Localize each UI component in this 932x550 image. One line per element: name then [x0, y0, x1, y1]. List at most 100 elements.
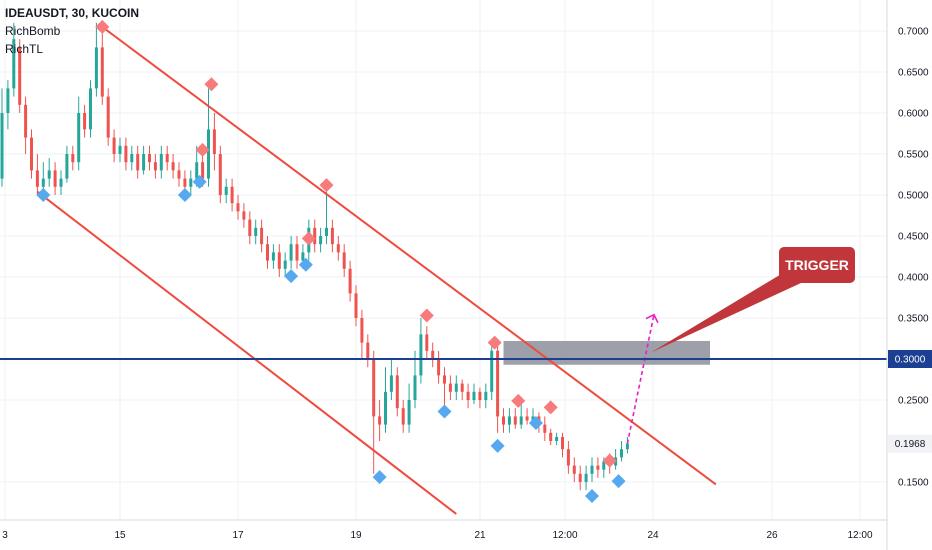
- candle-body: [466, 391, 470, 400]
- candle-body: [35, 170, 39, 187]
- candle-body: [142, 154, 146, 171]
- candle-body: [236, 203, 240, 212]
- time-axis[interactable]: 3 15 17 19 21 12:00 24 26 12:00: [0, 519, 887, 541]
- candle-body: [59, 178, 63, 187]
- support-marker: [528, 415, 543, 430]
- candle-body: [525, 416, 529, 421]
- support-marker: [192, 174, 207, 189]
- candle-body: [460, 383, 464, 392]
- candle-body: [543, 424, 547, 433]
- candle-body: [207, 129, 210, 179]
- candle-body: [313, 227, 317, 245]
- resistance-marker: [487, 335, 502, 350]
- support-marker: [298, 257, 313, 272]
- candle-body: [531, 416, 535, 421]
- support-marker: [36, 188, 51, 202]
- candle-body: [360, 318, 364, 343]
- candle-body: [507, 416, 511, 425]
- candle-body: [71, 154, 75, 163]
- price-axis[interactable]: 0.7000 0.6500 0.6000 0.5500 0.5000 0.4500 0.40…: [886, 0, 932, 550]
- candle-body: [431, 350, 435, 359]
- candle-body: [620, 449, 623, 458]
- candle-body: [266, 244, 269, 261]
- candle-body: [413, 375, 417, 400]
- support-marker: [177, 188, 192, 202]
- candle-body: [130, 154, 134, 163]
- resistance-marker: [204, 77, 219, 92]
- candle-body: [295, 244, 299, 261]
- indicator-richtl[interactable]: RichTL: [5, 42, 44, 56]
- candle-body: [189, 178, 193, 187]
- resistance-marker: [319, 178, 334, 193]
- y-tick-label: 0.2500: [898, 396, 929, 407]
- indicator-richbomb[interactable]: RichBomb: [5, 24, 61, 38]
- candle-body: [572, 465, 576, 474]
- resistance-marker: [95, 19, 110, 34]
- y-tick-label: 0.6000: [898, 109, 929, 120]
- signal-markers: [36, 19, 626, 503]
- x-tick-label: 21: [474, 530, 486, 541]
- candle-body: [472, 391, 476, 400]
- x-tick-label: 26: [766, 530, 778, 541]
- candle-body: [584, 473, 588, 482]
- candle-body: [372, 359, 376, 417]
- trigger-pointer: [651, 273, 801, 353]
- candle-body: [260, 227, 264, 245]
- symbol-title: IDEAUSDT, 30, KUCOIN: [5, 6, 140, 20]
- candle-body: [271, 252, 275, 261]
- channel-lines: [36, 26, 717, 515]
- trigger-zone-rect: [503, 340, 710, 365]
- candle-body: [218, 154, 222, 195]
- candle-body: [159, 154, 163, 171]
- candle-body: [124, 145, 128, 163]
- resistance-marker: [195, 142, 210, 157]
- candle-body: [555, 436, 559, 441]
- candle-body: [502, 416, 505, 425]
- candle-body: [277, 252, 281, 269]
- candlesticks: [0, 22, 629, 491]
- candle-body: [425, 334, 429, 351]
- candle-body: [41, 178, 45, 187]
- trigger-callout: TRIGGER: [651, 247, 855, 353]
- support-marker: [611, 474, 626, 489]
- last-price-label: 0.1968: [895, 439, 926, 450]
- x-tick-label: 12:00: [847, 530, 872, 541]
- candle-body: [254, 227, 258, 236]
- y-tick-label: 0.5000: [898, 191, 929, 202]
- candle-body: [148, 154, 151, 163]
- candle-body: [389, 375, 393, 392]
- support-marker: [372, 470, 387, 485]
- price-line: 0.3000: [0, 350, 932, 368]
- chart-legend: IDEAUSDT, 30, KUCOIN RichBomb RichTL: [5, 4, 139, 58]
- candle-body: [566, 449, 570, 466]
- support-marker: [585, 488, 599, 503]
- candle-body: [289, 244, 293, 261]
- candle-body: [201, 162, 205, 179]
- support-marker: [284, 269, 299, 284]
- candle-body: [330, 227, 334, 245]
- candle-body: [242, 211, 246, 220]
- candle-body: [12, 39, 16, 89]
- x-tick-label: 12:00: [552, 530, 577, 541]
- candle-body: [549, 432, 553, 441]
- candle-body: [195, 162, 199, 179]
- candle-body: [578, 473, 582, 482]
- candle-body: [395, 375, 399, 409]
- candle-body: [118, 145, 122, 154]
- y-tick-label: 0.4000: [898, 273, 929, 284]
- candle-body: [171, 162, 175, 171]
- x-tick-label: 17: [232, 530, 244, 541]
- support-marker: [490, 438, 505, 453]
- candle-body: [419, 334, 423, 376]
- candle-body: [183, 178, 187, 187]
- candle-body: [561, 436, 564, 450]
- y-tick-label: 0.7000: [898, 27, 929, 38]
- candle-body: [484, 391, 488, 400]
- candle-body: [212, 129, 216, 154]
- candle-body: [401, 408, 405, 425]
- candle-body: [513, 416, 517, 425]
- candle-body: [454, 383, 458, 392]
- y-tick-label: 0.3500: [898, 314, 929, 325]
